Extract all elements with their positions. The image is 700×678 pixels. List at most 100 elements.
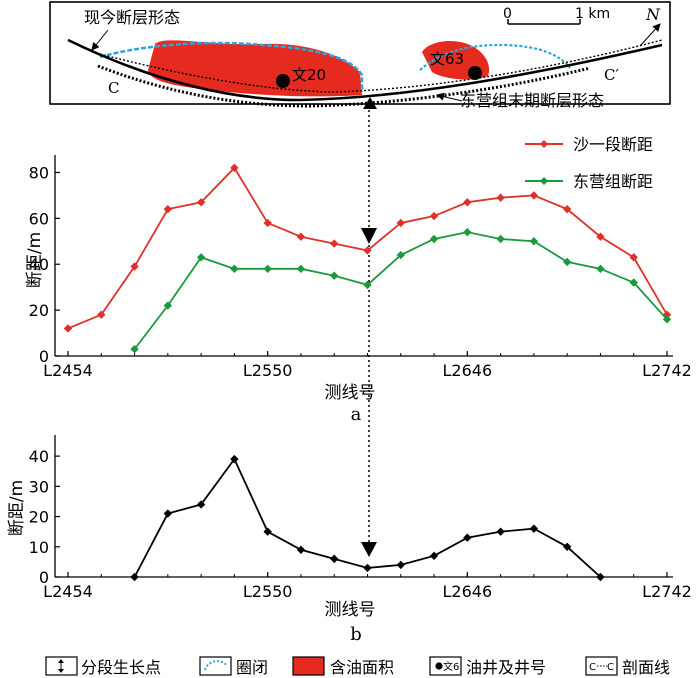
dongying-fault-line xyxy=(97,64,591,108)
chartA-series-1-point xyxy=(662,315,672,324)
chartB-series-0-point xyxy=(496,527,505,536)
chartA-series-1-point xyxy=(363,280,372,290)
dongying-fault-label: 东营组末期断层形态 xyxy=(460,91,604,110)
chartA-series-0-point xyxy=(296,232,306,241)
chartA-ytick-label: 60 xyxy=(29,209,49,228)
legend-section-icon-text-left: C xyxy=(589,662,596,673)
chartA-xtick-label: L2646 xyxy=(443,361,493,380)
chart-b-x-label: 测线号 xyxy=(325,600,376,620)
chart-b-growth-point-icon xyxy=(361,542,377,557)
chartB-xtick-label: L2454 xyxy=(43,582,93,601)
closure-legend-icon xyxy=(204,660,228,671)
growth-point-icon xyxy=(363,97,377,109)
label-c-prime: C′ xyxy=(604,66,619,84)
dongying-fault-pointer xyxy=(436,92,463,102)
legend-section-line: 剖面线 xyxy=(622,658,670,677)
chartA-series-1-point xyxy=(429,234,439,244)
chartB-xtick-label: L2550 xyxy=(243,582,293,601)
scale-one: 1 km xyxy=(575,6,610,22)
section-line xyxy=(91,39,663,93)
closure-1 xyxy=(99,41,364,92)
chartB-series-0-point xyxy=(330,554,339,564)
chartA-series-0-point xyxy=(463,198,472,207)
chartB-series-0-point xyxy=(562,542,572,551)
chartB-series-0-point xyxy=(296,545,306,554)
label-c: C xyxy=(108,79,119,97)
current-fault-pointer xyxy=(91,29,109,51)
legend-growth-point: 分段生长点 xyxy=(81,658,161,677)
chartA-series-1-point xyxy=(496,234,505,244)
chartA-series-1-line xyxy=(133,231,668,350)
chartA-ytick-label: 0 xyxy=(39,347,49,366)
chartA-series-0-point xyxy=(263,218,272,228)
chartB-series-0-point xyxy=(596,572,605,582)
legend-label-dongying: 东营组断距 xyxy=(573,172,653,191)
chartA-series-0-point xyxy=(330,239,339,248)
oil-area-1 xyxy=(148,40,362,97)
chartA-series-0-point xyxy=(363,246,372,255)
current-fault-label: 现今断层形态 xyxy=(84,8,180,27)
current-fault-line xyxy=(67,38,663,102)
chartA-series-0-point xyxy=(163,204,173,214)
legend-closure: 圈闭 xyxy=(236,658,268,677)
chartA-series-1-point xyxy=(130,344,139,354)
chartA-ytick-label: 80 xyxy=(29,163,49,182)
chartB-series-0-point xyxy=(163,509,173,518)
chartA-xtick-label: L2742 xyxy=(642,361,692,380)
chartA-series-0-point xyxy=(529,191,539,200)
scale-zero: 0 xyxy=(503,6,512,22)
chartB-series-0-point xyxy=(130,572,139,582)
legend-oil-area: 含油面积 xyxy=(330,658,394,677)
chartA-xtick-label: L2454 xyxy=(43,361,93,380)
chartA-series-0-point xyxy=(596,232,605,241)
chart-b-y-label: 断距/m xyxy=(7,480,27,536)
chart-a-caption: a xyxy=(351,404,362,425)
chartA-series-0-point xyxy=(230,163,239,173)
chart-a-legend: 沙一段断距 东营组断距 xyxy=(525,135,653,191)
well-1-icon xyxy=(276,74,290,88)
chartA-series-0-point xyxy=(97,310,106,319)
bottom-legend: 分段生长点 圈闭 含油面积 文6 油井及井号 C C 剖面线 xyxy=(45,656,670,677)
chart-a-x-label: 测线号 xyxy=(325,383,376,403)
chartA-series-0-point xyxy=(63,324,73,333)
chartB-series-0-point xyxy=(429,551,439,561)
chartB-xtick-label: L2646 xyxy=(443,582,493,601)
legend-label-sha1: 沙一段断距 xyxy=(573,135,653,154)
well-2-icon xyxy=(468,66,482,80)
chart-b-caption: b xyxy=(350,624,362,645)
chartA-series-0-point xyxy=(196,198,206,207)
chartA-series-1-point xyxy=(163,301,173,310)
chart-a-growth-point-icon xyxy=(361,228,377,244)
chartA-series-1-point xyxy=(196,253,206,262)
legend-section-icon-text-right: C xyxy=(607,662,614,673)
chartB-series-0-point xyxy=(396,560,405,570)
chartA-series-0-point xyxy=(130,262,139,271)
chartA-series-0-point xyxy=(496,193,505,202)
chartB-ytick-label: 10 xyxy=(29,538,49,557)
legend-well: 油井及井号 xyxy=(466,658,546,677)
chartA-series-0-point xyxy=(562,204,572,214)
well-2-label: 文63 xyxy=(430,50,464,68)
chartB-ytick-label: 0 xyxy=(39,568,49,587)
chartA-series-1-point xyxy=(330,271,339,280)
chartA-ytick-label: 20 xyxy=(29,301,49,320)
chart-a-y-label: 断距/m xyxy=(25,232,45,288)
oil-area-legend-icon xyxy=(292,656,325,676)
chartB-ytick-label: 30 xyxy=(29,477,49,496)
map-panel: 文20 文63 现今断层形态 C C′ 东营组末期断层形态 0 1 km N xyxy=(49,1,671,110)
chartB-series-0-line xyxy=(133,457,602,578)
chartB-series-0-point xyxy=(363,563,372,573)
chartA-series-1-point xyxy=(529,237,539,246)
chartB-series-0-point xyxy=(463,533,472,542)
chartB-xtick-label: L2742 xyxy=(642,582,692,601)
chartA-series-1-point xyxy=(596,264,605,274)
section-arrow xyxy=(639,23,661,47)
chartB-ytick-label: 20 xyxy=(29,508,49,527)
chartA-xtick-label: L2550 xyxy=(243,361,293,380)
closure-2 xyxy=(419,43,571,71)
chartA-series-1-point xyxy=(296,264,306,274)
chartA-series-1-point xyxy=(562,257,572,267)
well-legend-icon xyxy=(435,662,443,670)
